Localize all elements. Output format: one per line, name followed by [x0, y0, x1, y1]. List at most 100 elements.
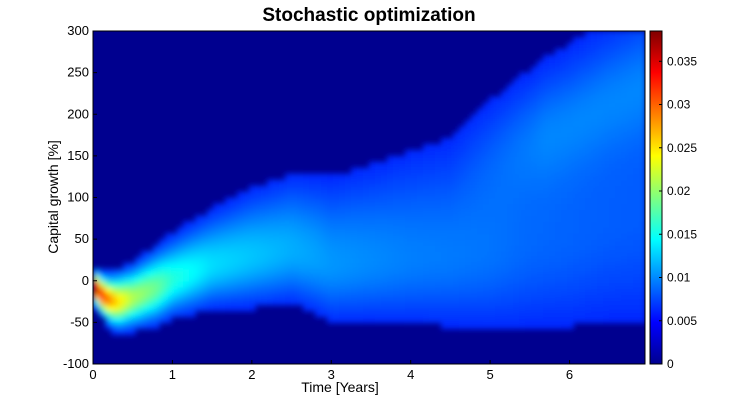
heatmap-cell: [531, 143, 538, 151]
heatmap-cell: [429, 221, 436, 229]
heatmap-cell: [387, 274, 394, 282]
heatmap-cell: [483, 185, 490, 193]
heatmap-cell: [489, 209, 496, 217]
heatmap-cell: [537, 60, 544, 68]
heatmap-cell: [591, 304, 598, 312]
heatmap-cell: [225, 245, 232, 252]
heatmap-cell: [255, 227, 262, 234]
heatmap-cell: [363, 280, 370, 288]
heatmap-cell: [471, 292, 478, 300]
heatmap-cell: [93, 268, 100, 276]
heatmap-cell: [483, 239, 490, 246]
heatmap-cell: [615, 143, 622, 151]
heatmap-cell: [363, 274, 370, 282]
heatmap-cell: [177, 262, 184, 270]
heatmap-cell: [417, 280, 424, 288]
heatmap-cell: [279, 209, 286, 217]
heatmap-cell: [609, 90, 616, 98]
heatmap-cell: [219, 298, 226, 306]
heatmap-cell: [627, 108, 634, 116]
heatmap-cell: [297, 268, 304, 276]
heatmap-cell: [267, 209, 274, 217]
heatmap-cell: [495, 256, 502, 264]
heatmap-cell: [339, 221, 346, 229]
heatmap-cell: [147, 268, 154, 276]
heatmap-cell: [561, 209, 568, 217]
heatmap-cell: [453, 203, 460, 211]
heatmap-cell: [477, 126, 484, 133]
heatmap-cell: [309, 298, 316, 306]
heatmap-cell: [519, 251, 526, 258]
heatmap-cell: [423, 280, 430, 288]
heatmap-cell: [393, 209, 400, 217]
heatmap-cell: [591, 292, 598, 300]
heatmap-cell: [105, 322, 112, 330]
heatmap-cell: [393, 233, 400, 240]
heatmap-cell: [639, 227, 645, 234]
heatmap-cell: [363, 310, 370, 318]
heatmap-cell: [465, 173, 472, 181]
heatmap-cell: [621, 161, 628, 169]
heatmap-cell: [459, 126, 466, 133]
heatmap-cell: [531, 132, 538, 139]
heatmap-cell: [591, 203, 598, 211]
heatmap-cell: [471, 239, 478, 246]
heatmap-cell: [273, 209, 280, 217]
heatmap-cell: [255, 185, 262, 193]
heatmap-cell: [579, 298, 586, 306]
heatmap-cell: [171, 274, 178, 282]
heatmap-cell: [591, 90, 598, 98]
heatmap-cell: [447, 167, 454, 175]
heatmap-cell: [483, 132, 490, 139]
heatmap-cell: [459, 310, 466, 318]
heatmap-cell: [543, 316, 550, 324]
heatmap-cell: [627, 292, 634, 300]
heatmap-cell: [507, 251, 514, 258]
heatmap-cell: [609, 191, 616, 199]
heatmap-cell: [579, 310, 586, 318]
heatmap-cell: [555, 256, 562, 264]
heatmap-cell: [495, 298, 502, 306]
heatmap-cell: [201, 268, 208, 276]
heatmap-cell: [639, 132, 645, 139]
heatmap-cell: [285, 221, 292, 229]
heatmap-cell: [345, 209, 352, 217]
heatmap-cell: [471, 268, 478, 276]
heatmap-cell: [501, 251, 508, 258]
heatmap-cell: [327, 233, 334, 240]
heatmap-cell: [525, 78, 532, 86]
heatmap-cell: [615, 114, 622, 121]
heatmap-cell: [309, 221, 316, 229]
heatmap-cell: [159, 268, 166, 276]
heatmap-cell: [429, 167, 436, 175]
heatmap-cell: [513, 108, 520, 116]
heatmap-cell: [309, 227, 316, 234]
heatmap-cell: [303, 239, 310, 246]
heatmap-cell: [567, 66, 574, 74]
heatmap-cell: [633, 120, 640, 127]
heatmap-cell: [165, 292, 172, 300]
heatmap-cell: [345, 298, 352, 306]
heatmap-cell: [147, 274, 154, 282]
heatmap-cell: [639, 310, 645, 318]
heatmap-cell: [351, 274, 358, 282]
heatmap-cell: [177, 286, 184, 294]
heatmap-cell: [531, 120, 538, 127]
heatmap-cell: [309, 245, 316, 252]
heatmap-cell: [369, 209, 376, 217]
heatmap-cell: [213, 209, 220, 217]
heatmap-cell: [465, 310, 472, 318]
heatmap-cell: [423, 298, 430, 306]
heatmap-cell: [519, 227, 526, 234]
heatmap-cell: [459, 221, 466, 229]
chart-title: Stochastic optimization: [262, 5, 475, 26]
heatmap-cell: [579, 36, 586, 44]
heatmap-cell: [621, 286, 628, 294]
heatmap-cell: [549, 114, 556, 121]
heatmap-cell: [363, 245, 370, 252]
heatmap-cell: [477, 280, 484, 288]
heatmap-cell: [597, 72, 604, 80]
heatmap-cell: [369, 233, 376, 240]
heatmap-cell: [561, 167, 568, 175]
heatmap-cell: [633, 209, 640, 217]
